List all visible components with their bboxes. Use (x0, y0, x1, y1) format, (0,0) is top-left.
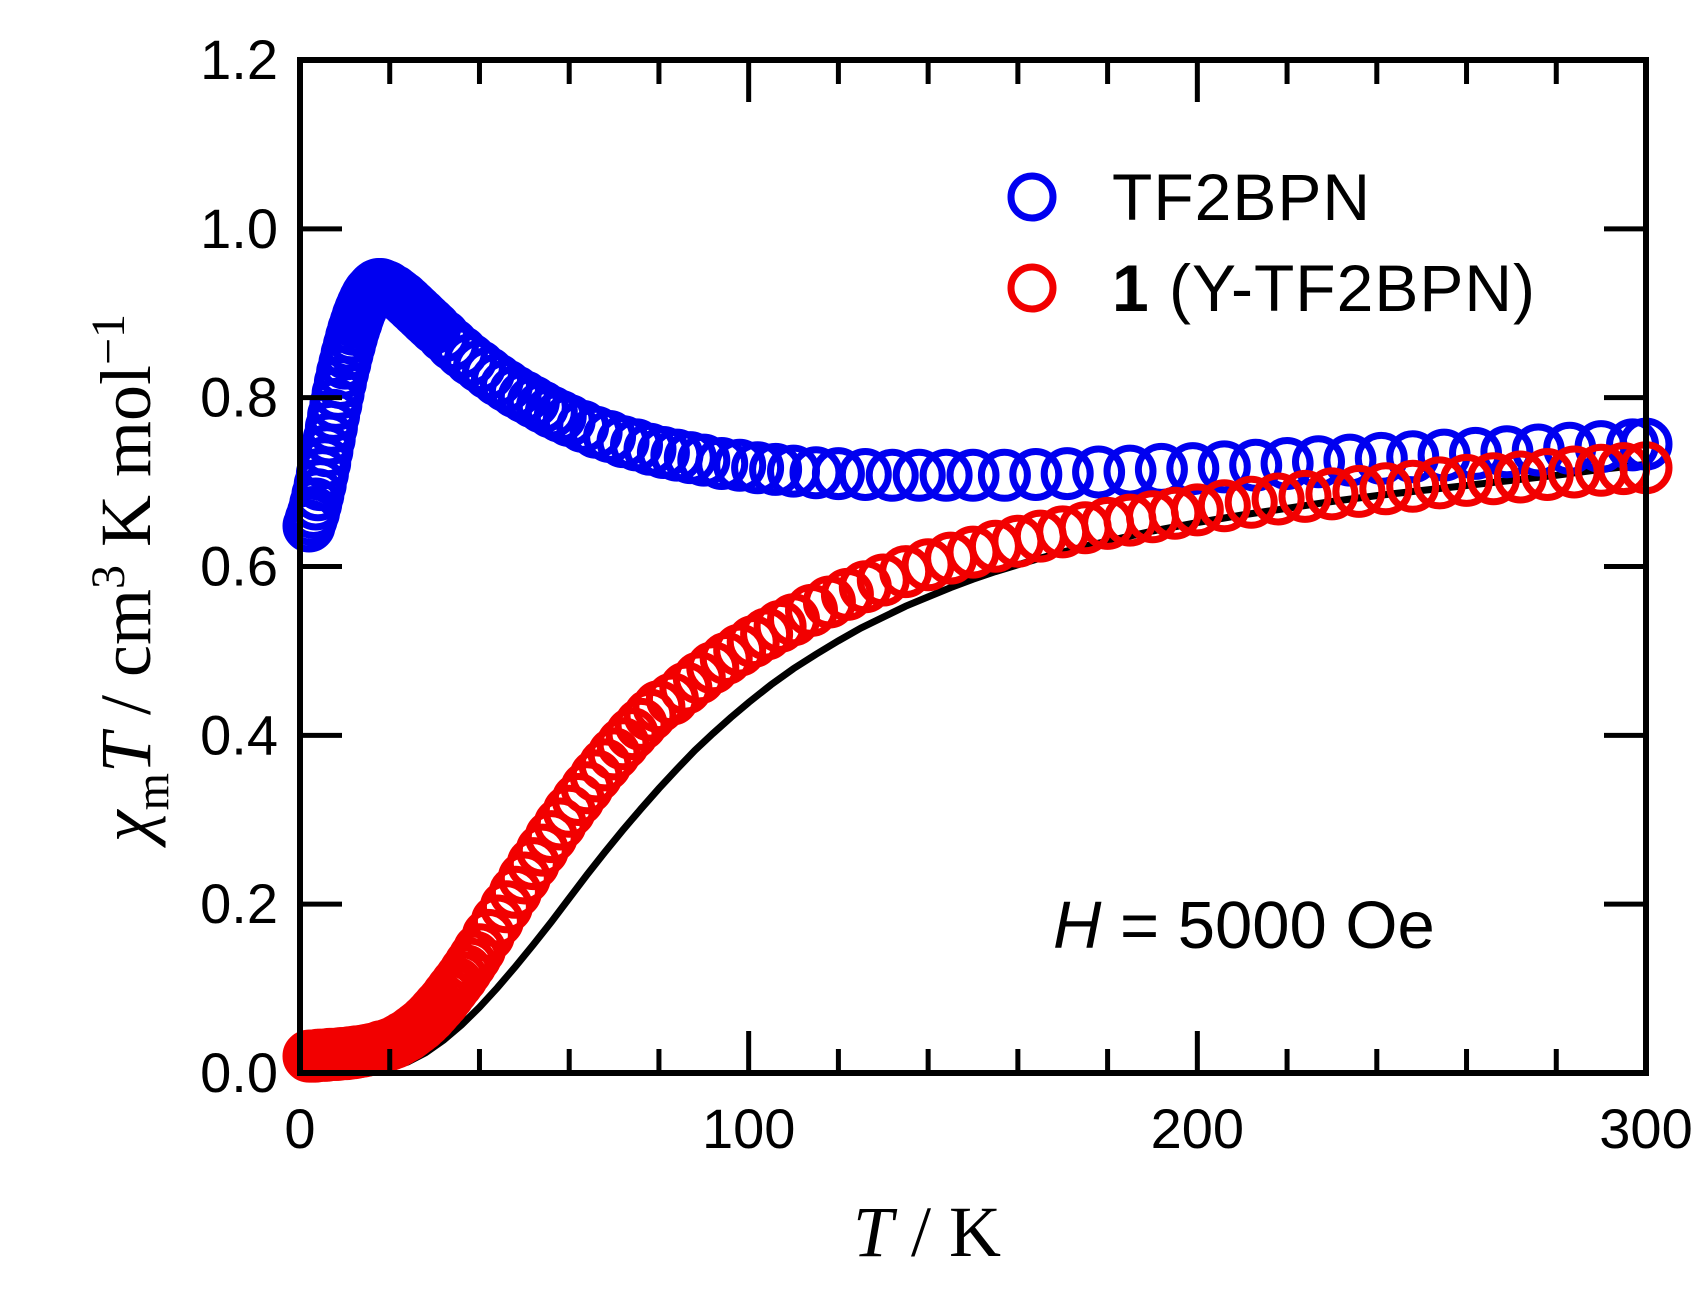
data-point (1480, 425, 1534, 479)
data-point (1386, 459, 1440, 513)
data-point (1040, 447, 1094, 501)
data-point (1072, 445, 1126, 499)
data-point (1292, 435, 1345, 489)
y-tick-label: 0.8 (200, 366, 278, 429)
x-tick-label: 100 (702, 1097, 795, 1160)
y-tick-label: 1.0 (200, 197, 278, 260)
data-point (1148, 486, 1202, 540)
x-tick-label: 200 (1151, 1097, 1244, 1160)
data-point (677, 433, 731, 487)
data-point (1467, 452, 1520, 506)
data-point (1224, 475, 1278, 529)
data-point (892, 448, 946, 502)
y-tick-label: 0.4 (200, 703, 278, 766)
data-point (1166, 442, 1220, 496)
x-tick-label: 300 (1599, 1097, 1692, 1160)
data-point (1305, 467, 1359, 521)
legend-label: TF2BPN (1112, 160, 1371, 234)
data-point (1251, 472, 1305, 526)
open-circle-icon (1007, 263, 1057, 313)
data-point (977, 448, 1031, 502)
data-point (515, 823, 569, 877)
series-y-tf2bpn (282, 441, 1673, 1083)
data-point (919, 448, 973, 502)
data-point (1009, 448, 1063, 501)
data-point (506, 837, 560, 891)
data-point (749, 442, 803, 496)
data-point (614, 697, 668, 751)
data-point (1520, 448, 1574, 501)
data-point (811, 447, 865, 501)
data-point (1197, 479, 1251, 533)
annotation-text: H = 5000 Oe (1053, 888, 1435, 963)
data-point (713, 438, 767, 492)
legend (1007, 172, 1057, 313)
y-tick-label: 1.2 (200, 28, 278, 91)
fit-line (368, 460, 1650, 1075)
data-point (686, 641, 740, 695)
data-point (1278, 469, 1332, 523)
data-point (1359, 462, 1413, 516)
data-point (838, 448, 892, 501)
data-point (1413, 456, 1467, 510)
data-point (1197, 440, 1251, 494)
y-tick-label: 0.2 (200, 872, 278, 935)
data-point (1170, 483, 1224, 537)
data-point (605, 707, 659, 761)
y-tick-label: 0.0 (200, 1041, 278, 1104)
y-tick-label: 0.6 (200, 535, 278, 598)
data-point (1332, 464, 1386, 518)
data-point (946, 448, 1000, 502)
data-point (731, 441, 785, 495)
x-tick-label: 0 (284, 1097, 315, 1160)
x-axis-title: T / K (853, 1192, 1001, 1272)
data-point (1440, 453, 1493, 507)
data-point (1547, 445, 1601, 499)
data-point (1493, 450, 1547, 504)
data-point (695, 437, 749, 490)
data-point (856, 553, 910, 607)
legend-label: 1 (Y-TF2BPN) (1112, 251, 1536, 325)
open-circle-icon (1007, 172, 1057, 222)
y-axis-title: χmT / cm3 K mol−1 (82, 314, 179, 848)
data-point (865, 448, 919, 502)
